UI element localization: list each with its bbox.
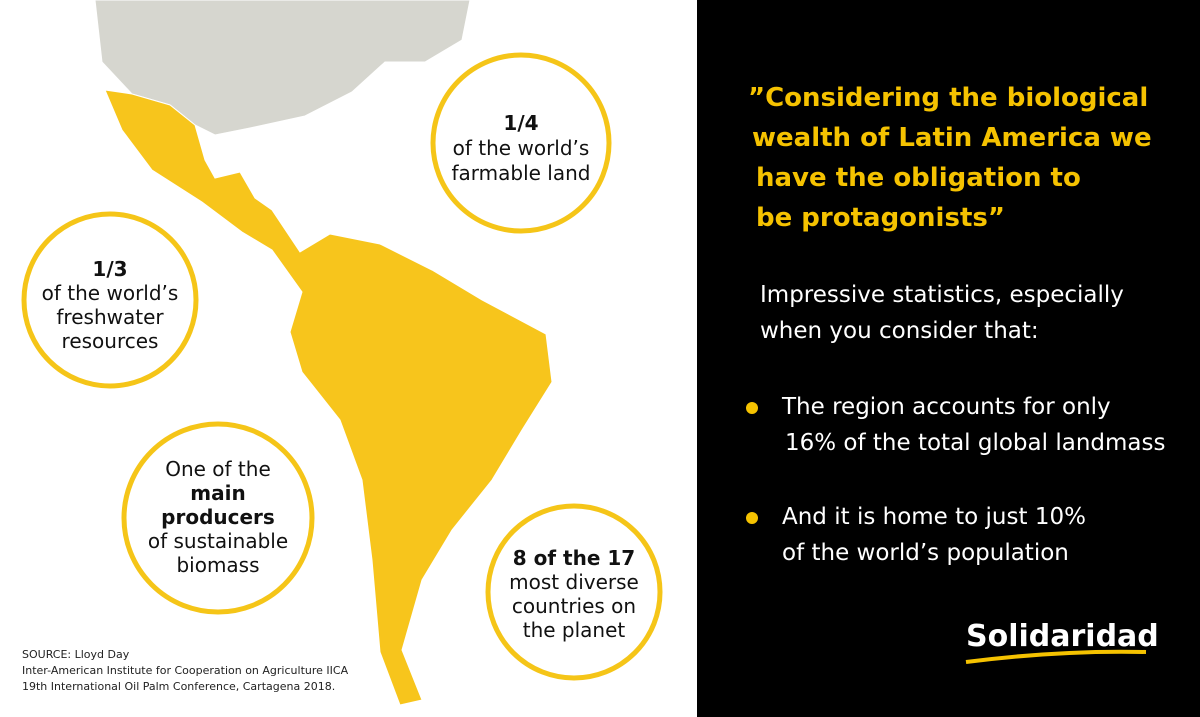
source-text: Inter-American Institute for Cooperation… bbox=[22, 664, 349, 677]
bullet: of the world’s population bbox=[782, 540, 1069, 566]
circle-text: countries on bbox=[512, 594, 636, 618]
quote: be protagonists” bbox=[756, 203, 1005, 233]
circle-text: of sustainable bbox=[148, 529, 288, 553]
stat-circle bbox=[485, 503, 663, 681]
source-text: SOURCE: Lloyd Day bbox=[22, 648, 130, 661]
bullet: And it is home to just 10% bbox=[782, 504, 1086, 530]
stat-circle bbox=[21, 211, 199, 389]
circle-text: most diverse bbox=[509, 570, 639, 594]
quote: ”Considering the biological bbox=[748, 83, 1148, 113]
circle-text: biomass bbox=[176, 553, 259, 577]
quote: have the obligation to bbox=[756, 163, 1081, 193]
circle-text: 1/4 bbox=[503, 111, 538, 135]
latin-america bbox=[104, 89, 553, 706]
intro: when you consider that: bbox=[760, 318, 1039, 344]
logo-swoosh bbox=[965, 649, 1147, 664]
stat-circle bbox=[430, 52, 612, 234]
circle-text: main bbox=[190, 481, 245, 505]
bullet: 16% of the total global landmass bbox=[785, 430, 1165, 456]
circle-text: of the world’s bbox=[42, 281, 179, 305]
circle-text: resources bbox=[62, 329, 159, 353]
quote: wealth of Latin America we bbox=[752, 123, 1152, 153]
circle-text: the planet bbox=[523, 618, 626, 642]
logo: Solidaridad bbox=[966, 619, 1159, 654]
bullet-dot bbox=[746, 402, 758, 414]
bullet-dot bbox=[746, 512, 758, 524]
circle-text: 1/3 bbox=[92, 257, 127, 281]
intro: Impressive statistics, especially bbox=[760, 282, 1124, 308]
source-text: 19th International Oil Palm Conference, … bbox=[22, 680, 335, 693]
circle-text: freshwater bbox=[56, 305, 164, 329]
text-background bbox=[697, 0, 1200, 717]
stat-circle bbox=[121, 421, 315, 615]
circle-text: farmable land bbox=[451, 161, 590, 185]
circle-text: 8 of the 17 bbox=[513, 546, 635, 570]
circle-text: of the world’s bbox=[453, 136, 590, 160]
circle-text: One of the bbox=[165, 457, 271, 481]
bullet: The region accounts for only bbox=[781, 394, 1111, 420]
circle-text: producers bbox=[161, 505, 275, 529]
